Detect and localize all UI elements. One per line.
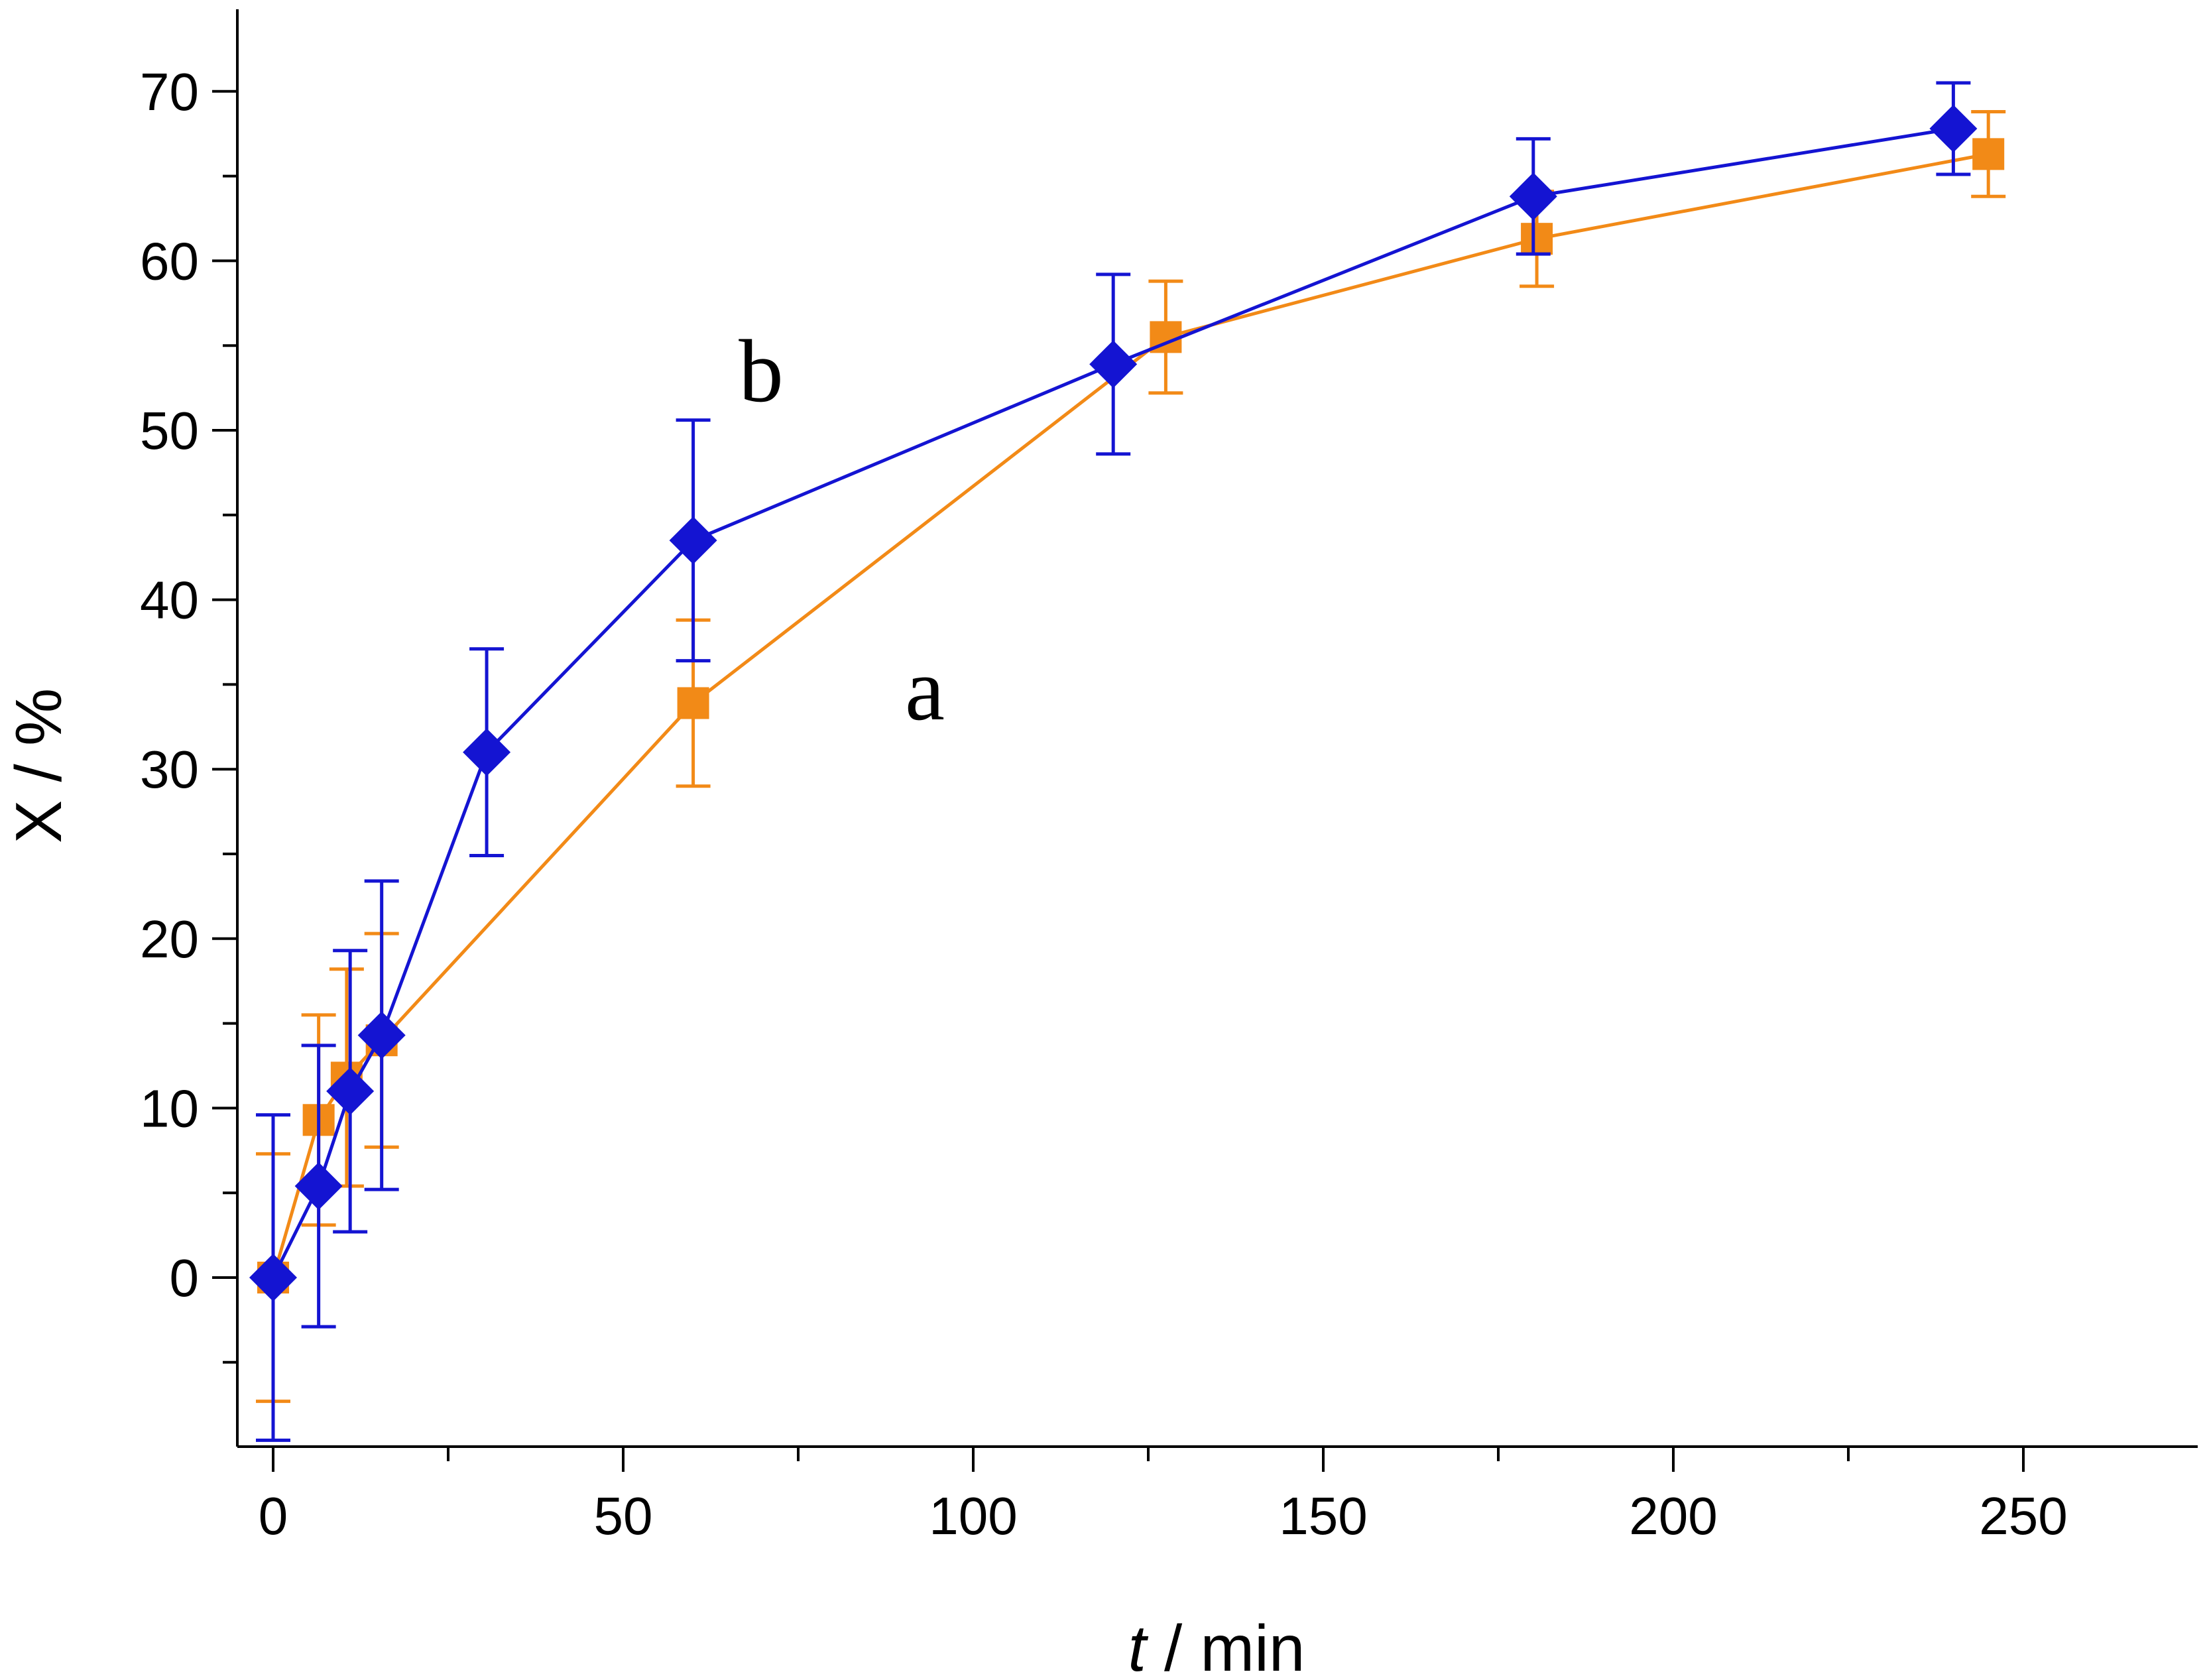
x-axis-label: t / min <box>1128 1612 1305 1680</box>
x-tick-label: 250 <box>1979 1486 2067 1545</box>
y-tick-label: 70 <box>140 62 199 121</box>
series-a-point <box>1972 138 2005 170</box>
y-tick-label: 10 <box>140 1079 199 1138</box>
x-tick-label: 100 <box>929 1486 1017 1545</box>
y-tick-label: 40 <box>140 571 199 630</box>
series-layer <box>249 81 2006 1442</box>
y-tick-label: 50 <box>140 401 199 460</box>
x-tick-label: 150 <box>1279 1486 1367 1545</box>
x-axis-label-unit: / min <box>1146 1612 1305 1680</box>
y-axis-label: X / % <box>2 688 75 843</box>
series-b-point <box>357 1011 406 1059</box>
y-tick-label: 30 <box>140 740 199 799</box>
series-b <box>249 81 1978 1442</box>
x-tick-label: 50 <box>594 1486 653 1545</box>
series-b-point <box>669 516 717 565</box>
y-tick-label: 60 <box>140 231 199 290</box>
series-b-point <box>326 1067 375 1115</box>
annotation-a: a <box>905 640 945 739</box>
annotation-b: b <box>739 322 784 421</box>
series-a <box>256 109 2006 1404</box>
x-axis-label-variable: t <box>1128 1612 1149 1680</box>
y-tick-label: 0 <box>170 1248 200 1307</box>
series-b-point <box>463 728 511 776</box>
y-tick-label: 20 <box>140 910 199 969</box>
x-tick-label: 0 <box>259 1486 288 1545</box>
series-a-point <box>677 687 709 719</box>
series-a-point <box>1521 223 1553 255</box>
series-b-point <box>1089 340 1138 389</box>
series-a-line <box>271 152 1989 1278</box>
x-tick-label: 200 <box>1629 1486 1717 1545</box>
series-b-point <box>249 1254 297 1301</box>
series-b-point <box>1509 172 1557 221</box>
series-b-point <box>1929 105 1978 153</box>
series-b-point <box>294 1162 343 1210</box>
axes: 0 50 100 150 200 250 0 10 20 30 40 50 60 70 <box>140 9 2198 1545</box>
